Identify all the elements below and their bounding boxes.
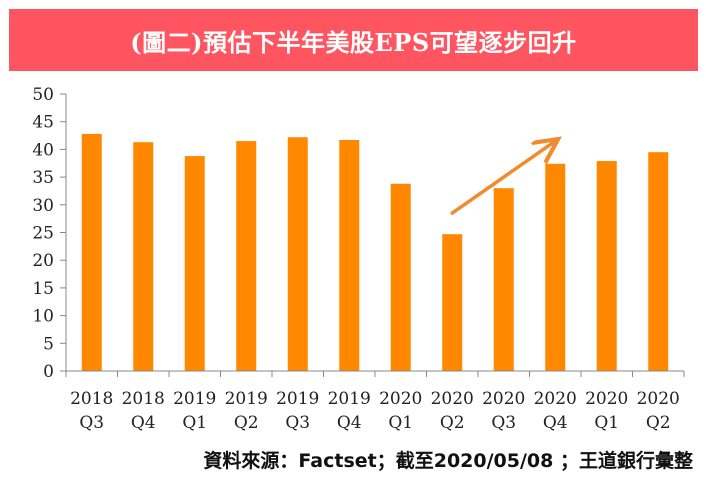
y-tick-label: 10 xyxy=(32,307,54,327)
x-tick-label-quarter: Q1 xyxy=(182,413,207,433)
bar xyxy=(236,141,257,371)
x-tick-label-quarter: Q2 xyxy=(646,413,671,433)
y-tick-label: 45 xyxy=(32,113,54,133)
x-tick-label-year: 2018 xyxy=(70,389,113,409)
x-tick-label-quarter: Q1 xyxy=(388,413,413,433)
x-tick-label-year: 2019 xyxy=(328,389,371,409)
x-tick-label-quarter: Q2 xyxy=(440,413,465,433)
bar xyxy=(442,234,463,371)
x-tick-label-year: 2020 xyxy=(637,389,680,409)
annotations xyxy=(450,141,555,215)
x-tick-label-year: 2020 xyxy=(379,389,422,409)
x-tick-label-year: 2018 xyxy=(122,389,165,409)
bar xyxy=(184,156,205,371)
x-tick-label-quarter: Q1 xyxy=(594,413,619,433)
bar xyxy=(339,139,360,371)
bar xyxy=(493,188,514,371)
y-tick-label: 0 xyxy=(43,362,54,382)
y-tick-label: 50 xyxy=(32,85,54,105)
x-tick-label-quarter: Q3 xyxy=(79,413,104,433)
y-tick-label: 5 xyxy=(43,334,54,354)
y-tick-label: 40 xyxy=(32,140,54,160)
x-tick-label-year: 2020 xyxy=(585,389,628,409)
x-tick-label-year: 2020 xyxy=(534,389,577,409)
y-axis-ticks: 0 5 10 15 20 25 30 35 40 45 50 xyxy=(32,85,66,382)
title-banner: (圖二)預估下半年美股EPS可望逐步回升 xyxy=(9,9,698,71)
x-tick-label-year: 2019 xyxy=(173,389,216,409)
y-tick-label: 25 xyxy=(32,224,54,244)
chart-title: (圖二)預估下半年美股EPS可望逐步回升 xyxy=(130,27,577,57)
x-tick-label-year: 2019 xyxy=(276,389,319,409)
x-tick-label-year: 2020 xyxy=(482,389,525,409)
x-tick-label-year: 2020 xyxy=(431,389,474,409)
x-tick-label-quarter: Q4 xyxy=(543,413,568,433)
x-axis-labels: 2018 Q3 2018 Q4 2019 Q1 2019 Q2 2019 Q3 2019 Q4 2020… xyxy=(65,371,685,433)
y-tick-label: 35 xyxy=(32,168,54,188)
y-tick-label: 15 xyxy=(32,279,54,299)
bar xyxy=(648,152,669,371)
y-tick-label: 20 xyxy=(32,251,54,271)
source-note: 資料來源：Factset；截至2020/05/08 ；王道銀行彙整 xyxy=(203,450,693,472)
x-tick-label-quarter: Q4 xyxy=(337,413,362,433)
x-tick-label-quarter: Q2 xyxy=(234,413,259,433)
bar xyxy=(390,183,411,371)
bar xyxy=(287,137,308,371)
bar xyxy=(545,163,566,371)
x-tick-label-quarter: Q3 xyxy=(285,413,310,433)
x-tick-label-quarter: Q3 xyxy=(491,413,516,433)
x-tick-label-year: 2019 xyxy=(225,389,268,409)
bar xyxy=(133,142,154,371)
x-tick-label-quarter: Q4 xyxy=(131,413,156,433)
bar xyxy=(596,161,617,371)
bars xyxy=(81,133,669,371)
bar xyxy=(81,133,102,371)
trend-arrow xyxy=(450,141,555,215)
y-tick-label: 30 xyxy=(32,196,54,216)
